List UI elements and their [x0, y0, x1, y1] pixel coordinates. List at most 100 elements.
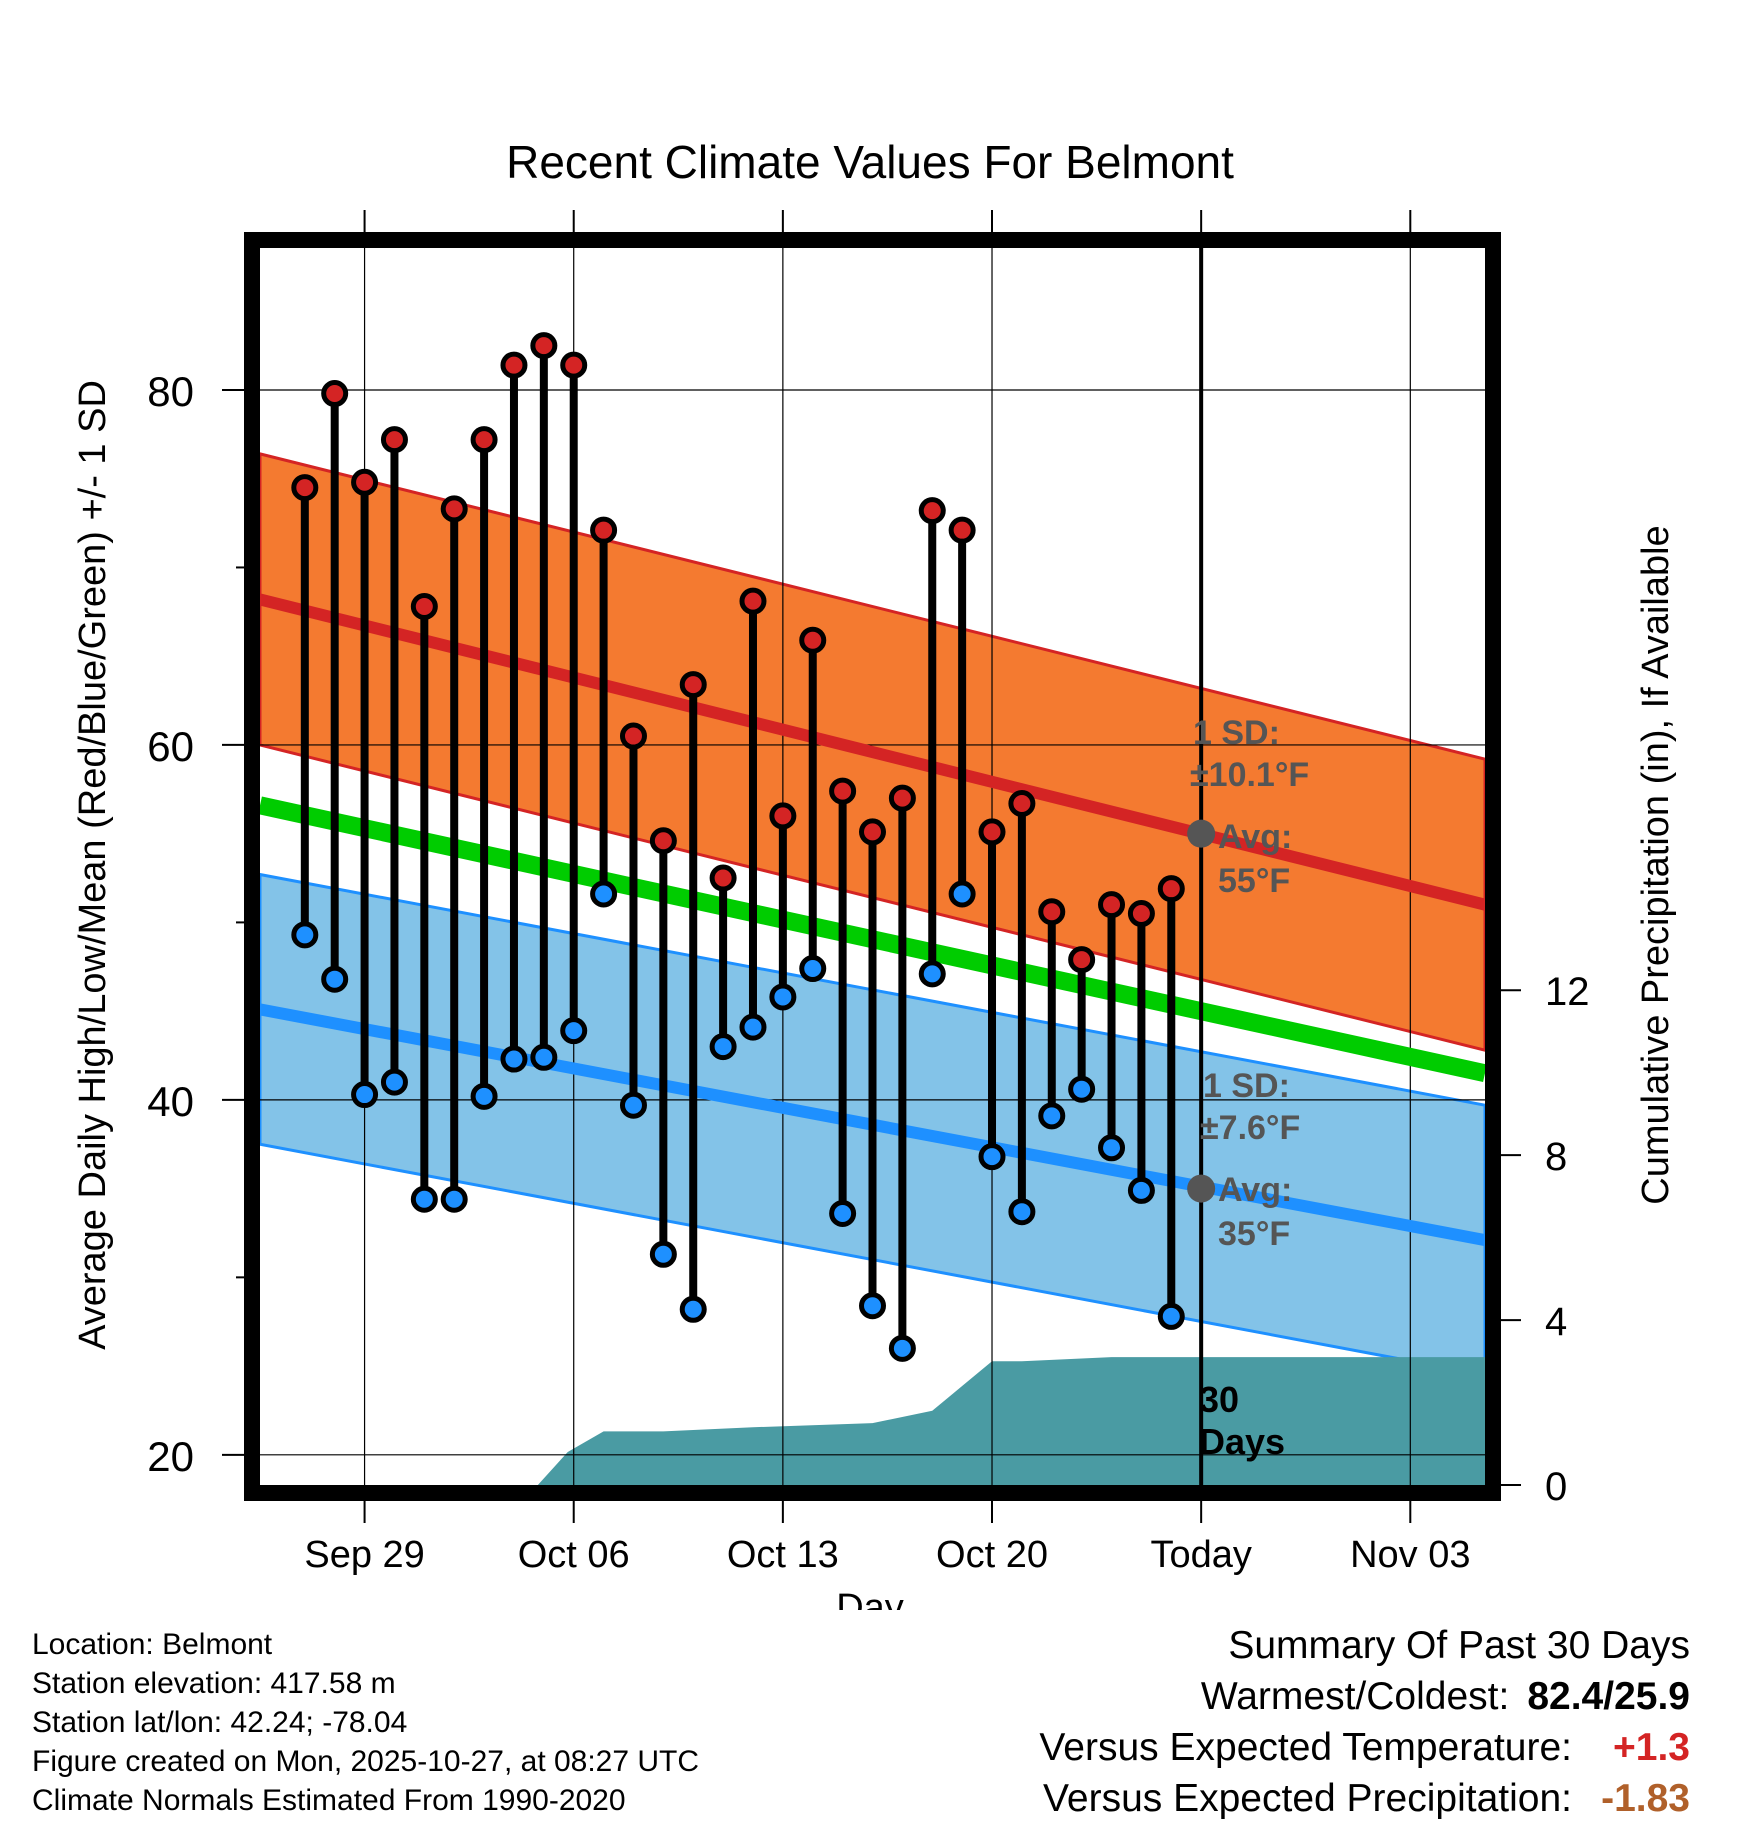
- daily-high-point: [291, 474, 319, 502]
- daily-low-point: [1068, 1075, 1096, 1103]
- low-sd-value: ±7.6°F: [1200, 1109, 1300, 1147]
- station-info: Location: Belmont Station elevation: 417…: [32, 1625, 699, 1820]
- daily-low-point: [1038, 1102, 1066, 1130]
- x-tick-label-oct-06: Oct 06: [518, 1534, 630, 1576]
- daily-low-point: [739, 1013, 767, 1041]
- plot-frame: [244, 232, 1501, 1501]
- info-normals: Climate Normals Estimated From 1990-2020: [32, 1784, 626, 1817]
- y-tick-label-40: 40: [147, 1078, 194, 1125]
- daily-high-point: [769, 802, 797, 830]
- plot-area: 1 SD: ±10.1°F Avg: 55°F 1 SD: ±7.6°F Avg: 35°F 3…: [147, 210, 1590, 1576]
- x-tick-label-nov-03: Nov 03: [1350, 1534, 1470, 1576]
- days-label-text: Days: [1199, 1421, 1285, 1462]
- y2-tick-label-12: 12: [1545, 970, 1590, 1014]
- daily-low-point: [679, 1295, 707, 1323]
- temp-value: +1.3: [1613, 1726, 1690, 1769]
- x-tick-label-sep-29: Sep 29: [304, 1534, 424, 1576]
- daily-high-point: [649, 827, 677, 855]
- temp-label: Versus Expected Temperature:: [1039, 1726, 1572, 1769]
- daily-high-point: [351, 468, 379, 496]
- daily-high-point: [829, 777, 857, 805]
- daily-low-point: [829, 1199, 857, 1227]
- daily-high-point: [1098, 891, 1126, 919]
- y2-tick-label-8: 8: [1545, 1135, 1567, 1179]
- daily-low-point: [1157, 1302, 1185, 1330]
- daily-low-point: [351, 1081, 379, 1109]
- high-avg-marker: [1187, 819, 1216, 848]
- precipitation-area: [260, 1357, 1485, 1485]
- daily-high-point: [590, 516, 618, 544]
- daily-low-point: [948, 880, 976, 908]
- daily-high-point: [679, 671, 707, 699]
- daily-low-point: [619, 1091, 647, 1119]
- daily-high-point: [1068, 946, 1096, 974]
- daily-high-point: [440, 495, 468, 523]
- summary-title: Summary Of Past 30 Days: [1228, 1624, 1690, 1667]
- daily-high-point: [470, 426, 498, 454]
- daily-high-point: [530, 332, 558, 360]
- y-tick-label-20: 20: [147, 1433, 194, 1480]
- info-created: Figure created on Mon, 2025-10-27, at 08…: [32, 1745, 700, 1778]
- summary-precip: Versus Expected Precipitation: -1.83: [1039, 1773, 1690, 1824]
- daily-high-point: [410, 592, 438, 620]
- daily-low-point: [440, 1185, 468, 1213]
- daily-low-point: [769, 983, 797, 1011]
- daily-high-point: [799, 626, 827, 654]
- summary-temp: Versus Expected Temperature: +1.3: [1039, 1722, 1690, 1773]
- precip-value: -1.83: [1601, 1777, 1690, 1820]
- x-tick-label-oct-20: Oct 20: [936, 1534, 1048, 1576]
- low-avg-marker: [1187, 1174, 1216, 1203]
- daily-high-point: [859, 818, 886, 846]
- daily-low-point: [709, 1033, 737, 1061]
- high-avg-label: Avg:: [1218, 818, 1292, 856]
- normal-high-line: [258, 593, 1487, 911]
- daily-low-point: [978, 1143, 1006, 1171]
- info-elevation: Station elevation: 417.58 m: [32, 1667, 396, 1700]
- daily-high-point: [888, 784, 916, 812]
- y-axis-label: Average Daily High/Low/Mean (Red/Blue/Gr…: [72, 380, 114, 1350]
- daily-low-point: [530, 1043, 558, 1071]
- x-tick-label-today: Today: [1150, 1534, 1251, 1576]
- daily-low-point: [410, 1185, 438, 1213]
- daily-low-point: [500, 1045, 528, 1073]
- high-sd-value: ±10.1°F: [1190, 756, 1309, 794]
- daily-low-point: [321, 965, 349, 993]
- climate-chart: Recent Climate Values For Belmont 1 SD: ±…: [72, 136, 1677, 1610]
- summary-warm-cold: Warmest/Coldest: 82.4/25.9: [1039, 1671, 1690, 1722]
- daily-low-point: [291, 921, 319, 949]
- daily-low-point: [590, 880, 618, 908]
- daily-high-point: [1008, 789, 1036, 817]
- info-location: Location: Belmont: [32, 1628, 273, 1661]
- high-sd-label: 1 SD:: [1193, 714, 1280, 752]
- daily-high-point: [380, 426, 408, 454]
- daily-low-point: [918, 960, 946, 988]
- warm-cold-label: Warmest/Coldest:: [1200, 1675, 1510, 1718]
- summary-panel: Summary Of Past 30 Days Warmest/Coldest:…: [1039, 1620, 1690, 1824]
- daily-low-point: [799, 955, 827, 983]
- x-axis-label: Day: [836, 1587, 904, 1610]
- daily-high-point: [619, 722, 647, 750]
- low-avg-value: 35°F: [1218, 1215, 1290, 1253]
- daily-low-point: [560, 1017, 588, 1045]
- low-avg-label: Avg:: [1218, 1171, 1292, 1209]
- y-tick-label-60: 60: [147, 723, 194, 770]
- daily-high-point: [500, 351, 528, 379]
- daily-high-point: [1038, 898, 1066, 926]
- daily-high-point: [978, 818, 1006, 846]
- daily-high-point: [1157, 875, 1185, 903]
- high-avg-value: 55°F: [1218, 862, 1290, 900]
- daily-low-point: [649, 1240, 677, 1268]
- daily-low-point: [1127, 1176, 1155, 1204]
- info-latlon: Station lat/lon: 42.24; -78.04: [32, 1706, 408, 1739]
- daily-low-point: [380, 1068, 408, 1096]
- y2-tick-label-4: 4: [1545, 1300, 1567, 1344]
- daily-low-point: [859, 1292, 886, 1320]
- low-sd-label: 1 SD:: [1203, 1067, 1290, 1105]
- y2-tick-label-0: 0: [1545, 1465, 1567, 1509]
- days-label-number: 30: [1199, 1379, 1239, 1420]
- x-tick-label-oct-13: Oct 13: [727, 1534, 839, 1576]
- daily-low-point: [470, 1082, 498, 1110]
- daily-high-point: [948, 516, 976, 544]
- precip-label: Versus Expected Precipitation:: [1043, 1777, 1572, 1820]
- daily-high-point: [560, 351, 588, 379]
